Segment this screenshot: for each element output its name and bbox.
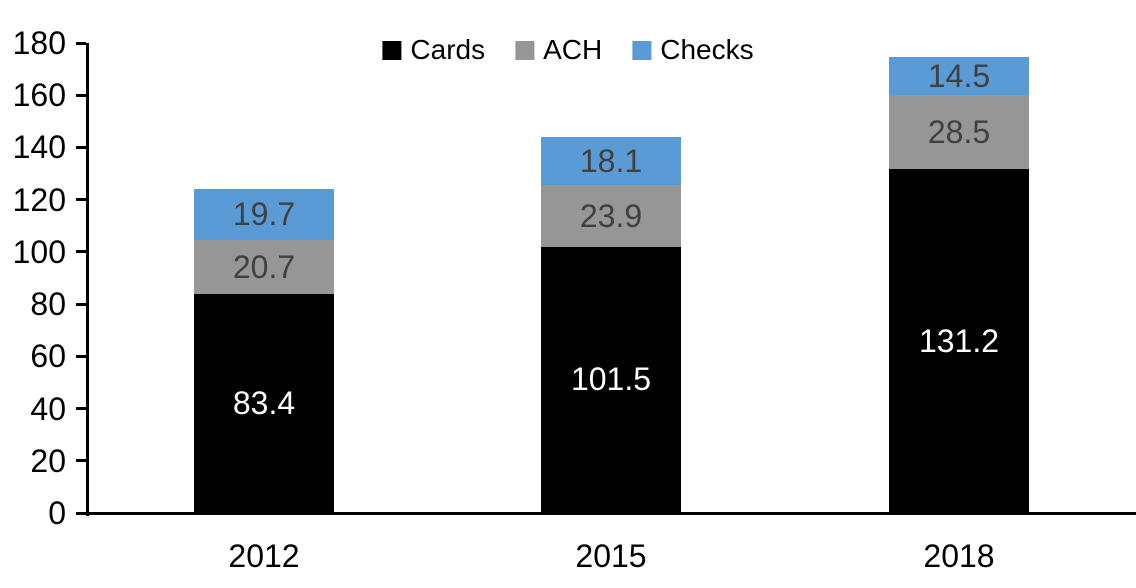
legend-swatch-icon [382,40,402,60]
bar-segment-ach-2015: 23.9 [541,184,681,247]
bar-value-label: 19.7 [232,196,296,233]
y-tick-label: 40 [30,390,66,427]
y-tick-label: 0 [48,495,66,531]
legend-label: ACH [543,34,603,65]
chart-legend: Cards ACH Checks [382,34,754,65]
legend-swatch-icon [515,40,535,60]
y-tick-label: 80 [30,286,66,323]
legend-label: Cards [410,34,486,65]
y-axis-line [86,43,89,516]
legend-item-ach: ACH [515,36,602,64]
y-tick-label: 100 [12,233,66,270]
bar-value-label: 20.7 [232,249,296,286]
bar-segment-checks-2015: 18.1 [541,137,681,185]
y-tick-label: 180 [12,25,66,61]
legend-label: Checks [660,34,754,65]
bar-segment-ach-2018: 28.5 [889,95,1029,170]
bar-value-label: 23.9 [579,197,643,234]
y-tick-label: 140 [12,129,66,166]
bar-value-label: 14.5 [927,58,991,95]
y-tick-label: 20 [30,442,66,479]
bar-value-label: 101.5 [570,361,652,398]
y-tick-label: 60 [30,338,66,375]
x-axis-line [76,512,1136,515]
bar-segment-cards-2018: 131.2 [889,169,1029,512]
y-axis-tick [76,302,86,306]
y-tick-label: 120 [12,181,66,218]
y-tick-label: 160 [12,77,66,114]
bar-segment-ach-2012: 20.7 [194,240,334,295]
bar-segment-cards-2012: 83.4 [194,294,334,512]
bar-segment-cards-2015: 101.5 [541,246,681,512]
y-axis-tick [76,250,86,254]
bar-value-label: 18.1 [579,142,643,179]
legend-item-cards: Cards [382,36,485,64]
y-axis-tick [76,41,86,45]
y-axis-tick [76,459,86,463]
x-category-label: 2018 [923,538,995,574]
bar-segment-checks-2018: 14.5 [889,57,1029,95]
legend-item-checks: Checks [632,34,754,65]
legend-swatch-icon [632,40,652,60]
bar-value-label: 83.4 [232,385,296,422]
bar-value-label: 131.2 [918,322,1000,359]
bar-segment-checks-2012: 19.7 [194,188,334,241]
y-axis-tick [76,198,86,202]
x-category-label: 2015 [575,538,647,574]
y-axis-tick [76,407,86,411]
x-category-label: 2012 [228,538,300,574]
y-axis-tick [76,145,86,149]
bar-value-label: 28.5 [927,114,991,151]
y-axis-tick [76,93,86,97]
y-axis-tick [76,354,86,358]
